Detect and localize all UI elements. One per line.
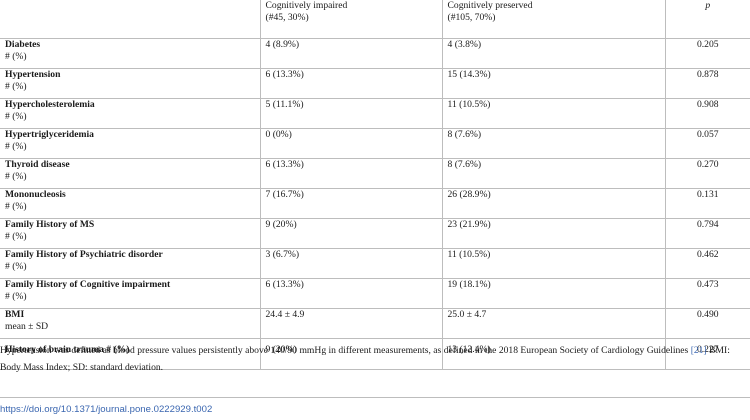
row-label-cell: Hypertriglyceridemia # (%) (0, 128, 260, 159)
p-value-cell: 0.473 (664, 278, 750, 310)
footnote-text-end: BMI: Body Mass Index; SD: standard devia… (0, 345, 730, 373)
row-unit: # (%) (5, 170, 27, 182)
row-unit: # (%) (5, 231, 27, 243)
row-label: Mononucleosis (5, 188, 66, 200)
row-label: Thyroid disease (5, 158, 70, 170)
preserved-value-cell: 25.0 ± 4.7 (441, 308, 665, 340)
row-label: Family History of MS (5, 219, 95, 231)
row-unit: # (%) (5, 80, 27, 92)
impaired-value-cell: 4 (8.9%) (259, 38, 442, 69)
impaired-value-cell: 9 (20%) (259, 338, 442, 370)
table-row: Diabetes # (%) 4 (8.9%) 4 (3.8%) 0.205 (0, 38, 750, 69)
table-row: History of brain trauma # (%) 9 (20%) 13 (… (0, 338, 750, 370)
row-unit: # (%) (5, 140, 27, 152)
impaired-value-cell: 5 (11.1%) (259, 98, 442, 129)
row-label: Diabetes (5, 38, 41, 50)
header-impaired-sub: (#45, 30%) (265, 12, 309, 23)
row-label: Hypercholesterolemia (5, 98, 95, 110)
impaired-value-cell: 24.4 ± 4.9 (259, 308, 442, 340)
row-unit: # (%) (5, 110, 27, 122)
row-label-cell: Hypercholesterolemia # (%) (0, 98, 260, 129)
row-label-cell: Hypertension # (%) (0, 68, 260, 99)
row-label-cell: Family History of Psychiatric disorder # … (0, 248, 260, 280)
footnote-text-start: Hypertension was defined as blood pressu… (0, 345, 691, 356)
impaired-value-cell: 6 (13.3%) (259, 278, 442, 310)
row-label: BMI (5, 309, 25, 321)
table-row: Hypertriglyceridemia # (%) 0 (0%) 8 (7.6%) 0… (0, 128, 750, 159)
header-preserved: Cognitively preserved (#105, 70%) (441, 0, 665, 39)
p-value-cell: 0.908 (664, 98, 750, 129)
table-footnote: Hypertension was defined as blood pressu… (0, 342, 745, 376)
preserved-value-cell: 8 (7.6%) (441, 128, 665, 159)
p-value-cell: 0.794 (664, 218, 750, 250)
preserved-value-cell: 11 (10.5%) (441, 248, 665, 280)
p-value-cell: 0.462 (664, 248, 750, 280)
row-label-cell: BMI mean ± SD (0, 308, 260, 340)
row-label: History of brain trauma # (%) (5, 344, 130, 356)
p-value-cell: 0.270 (664, 158, 750, 189)
preserved-value-cell: 13 (12.4%) (441, 338, 665, 370)
header-impaired: Cognitively impaired (#45, 30%) (259, 0, 442, 39)
table-row: Hypertension # (%) 6 (13.3%) 15 (14.3%) 0.87… (0, 68, 750, 99)
preserved-value-cell: 11 (10.5%) (441, 98, 665, 129)
table-row: Thyroid disease # (%) 6 (13.3%) 8 (7.6%) 0.2… (0, 158, 750, 189)
table-row: Hypercholesterolemia # (%) 5 (11.1%) 11 (10… (0, 98, 750, 129)
table-row: BMI mean ± SD 24.4 ± 4.9 25.0 ± 4.7 0.490 (0, 308, 750, 340)
header-p-value: p (664, 0, 750, 39)
table-row: Family History of Cognitive impairment # … (0, 278, 750, 310)
row-label-cell: Thyroid disease # (%) (0, 158, 260, 189)
p-value-cell: 0.878 (664, 68, 750, 99)
table-row: Mononucleosis # (%) 7 (16.7%) 26 (28.9%) 0.1… (0, 188, 750, 220)
preserved-value-cell: 8 (7.6%) (441, 158, 665, 189)
preserved-value-cell: 4 (3.8%) (441, 38, 665, 69)
preserved-value-cell: 26 (28.9%) (441, 188, 665, 220)
comorbidity-table: Cognitively impaired (#45, 30%) Cognitiv… (0, 0, 750, 370)
header-preserved-sub: (#105, 70%) (447, 12, 496, 23)
header-preserved-title: Cognitively preserved (447, 0, 533, 11)
row-label-cell: Mononucleosis # (%) (0, 188, 260, 220)
table-row: Family History of Psychiatric disorder # … (0, 248, 750, 280)
row-label-cell: Diabetes # (%) (0, 38, 260, 69)
row-unit: # (%) (5, 261, 27, 273)
row-label-cell: History of brain trauma # (%) (0, 338, 260, 370)
row-label: Hypertriglyceridemia (5, 128, 94, 140)
impaired-value-cell: 6 (13.3%) (259, 158, 442, 189)
p-value-cell: 0.205 (664, 38, 750, 69)
row-label-cell: Family History of MS # (%) (0, 218, 260, 250)
footer-divider (0, 397, 750, 398)
table-row: Family History of MS # (%) 9 (20%) 23 (21.9… (0, 218, 750, 250)
row-unit: # (%) (5, 200, 27, 212)
impaired-value-cell: 3 (6.7%) (259, 248, 442, 280)
row-label: Hypertension (5, 68, 61, 80)
p-value-cell: 0.131 (664, 188, 750, 220)
impaired-value-cell: 7 (16.7%) (259, 188, 442, 220)
row-unit: mean ± SD (5, 321, 49, 333)
impaired-value-cell: 6 (13.3%) (259, 68, 442, 99)
header-impaired-title: Cognitively impaired (265, 0, 348, 11)
p-value-cell: 0.227 (664, 338, 750, 370)
row-unit: # (%) (5, 291, 27, 303)
impaired-value-cell: 9 (20%) (259, 218, 442, 250)
p-value-cell: 0.057 (664, 128, 750, 159)
row-label: Family History of Cognitive impairment (5, 279, 171, 291)
table-header-row: Cognitively impaired (#45, 30%) Cognitiv… (0, 0, 750, 39)
row-unit: # (%) (5, 50, 27, 62)
row-label-cell: Family History of Cognitive impairment # … (0, 278, 260, 310)
citation-link[interactable]: [21] (690, 345, 707, 356)
impaired-value-cell: 0 (0%) (259, 128, 442, 159)
preserved-value-cell: 19 (18.1%) (441, 278, 665, 310)
preserved-value-cell: 23 (21.9%) (441, 218, 665, 250)
header-empty (0, 0, 260, 39)
doi-link[interactable]: https://doi.org/10.1371/journal.pone.022… (0, 404, 213, 415)
p-value-cell: 0.490 (664, 308, 750, 340)
row-label: Family History of Psychiatric disorder (5, 249, 163, 261)
preserved-value-cell: 15 (14.3%) (441, 68, 665, 99)
